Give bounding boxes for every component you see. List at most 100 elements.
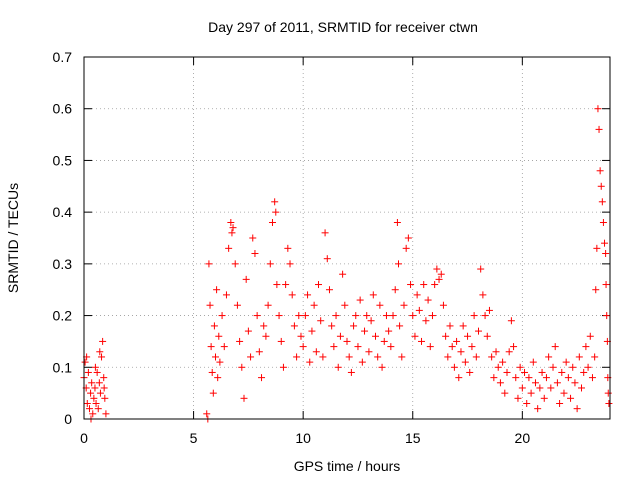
data-point (483, 332, 491, 340)
data-point (450, 363, 458, 371)
data-point (249, 234, 257, 242)
data-point (588, 374, 596, 382)
data-point (428, 312, 436, 320)
data-point (545, 353, 553, 361)
data-point (310, 301, 318, 309)
data-point (477, 265, 485, 273)
data-point (387, 343, 395, 351)
data-point (433, 265, 441, 273)
data-point (347, 368, 355, 376)
data-point (266, 260, 274, 268)
data-point (218, 312, 226, 320)
data-point (418, 337, 426, 345)
data-point (334, 363, 342, 371)
data-point (599, 218, 607, 226)
tick-labels: 0 0.1 0.2 0.3 0.4 0.5 0.6 0.7 0 5 10 15 20 (53, 49, 531, 446)
data-point (271, 198, 279, 206)
data-point (367, 317, 375, 325)
data-point (380, 337, 388, 345)
data-point (601, 239, 609, 247)
data-point (203, 410, 211, 418)
x-tick-label: 15 (405, 430, 421, 446)
data-point (538, 368, 546, 376)
data-point (592, 286, 600, 294)
data-point (286, 260, 294, 268)
data-point (422, 317, 430, 325)
data-point (231, 260, 239, 268)
data-point (95, 379, 103, 387)
data-point (210, 322, 218, 330)
data-point (83, 399, 91, 407)
data-point (549, 363, 557, 371)
data-point (485, 306, 493, 314)
data-point (378, 363, 386, 371)
data-point (591, 353, 599, 361)
data-point (81, 358, 89, 366)
data-point (84, 368, 92, 376)
data-point (527, 389, 535, 397)
data-point (85, 405, 93, 413)
data-point (236, 337, 244, 345)
x-axis-label: GPS time / hours (294, 458, 401, 474)
data-point (90, 394, 98, 402)
data-point (562, 358, 570, 366)
data-point (404, 234, 412, 242)
data-point (510, 343, 518, 351)
data-point (312, 348, 320, 356)
data-point (413, 291, 421, 299)
data-point (603, 312, 611, 320)
data-point (272, 208, 280, 216)
y-tick-label: 0.7 (53, 49, 73, 65)
y-axis-label: SRMTID / TECUs (5, 183, 21, 293)
data-point (468, 343, 476, 351)
data-point (100, 374, 108, 382)
data-point (420, 281, 428, 289)
data-point (415, 306, 423, 314)
data-point (459, 322, 467, 330)
data-point (398, 353, 406, 361)
x-tick-label: 0 (80, 430, 88, 446)
data-point (446, 322, 454, 330)
data-point (470, 312, 478, 320)
data-point (91, 363, 99, 371)
data-point (206, 301, 214, 309)
data-point (396, 322, 404, 330)
data-point (262, 332, 270, 340)
data-point (385, 327, 393, 335)
y-tick-label: 0.2 (53, 308, 73, 324)
data-point (96, 389, 104, 397)
data-point (605, 399, 613, 407)
data-point (602, 281, 610, 289)
data-point (207, 343, 215, 351)
data-point (602, 250, 610, 258)
data-point (301, 312, 309, 320)
data-point (101, 394, 109, 402)
data-point (102, 410, 110, 418)
data-point (584, 363, 592, 371)
ticks (83, 56, 610, 420)
data-point (275, 312, 283, 320)
data-point (354, 343, 362, 351)
data-point (560, 389, 568, 397)
data-point (321, 229, 329, 237)
y-tick-label: 0.3 (53, 256, 73, 272)
data-point (453, 337, 461, 345)
data-point (336, 332, 344, 340)
data-point (317, 317, 325, 325)
data-point (363, 312, 371, 320)
data-point (260, 322, 268, 330)
data-point (457, 348, 465, 356)
data-point (247, 353, 255, 361)
data-point (304, 291, 312, 299)
y-tick-label: 0.5 (53, 152, 73, 168)
data-point (503, 368, 511, 376)
data-point (426, 343, 434, 351)
data-point (596, 167, 604, 175)
data-points (80, 105, 613, 423)
data-point (225, 244, 233, 252)
data-point (100, 384, 108, 392)
y-tick-label: 0.1 (53, 359, 73, 375)
data-point (339, 270, 347, 278)
data-point (352, 312, 360, 320)
